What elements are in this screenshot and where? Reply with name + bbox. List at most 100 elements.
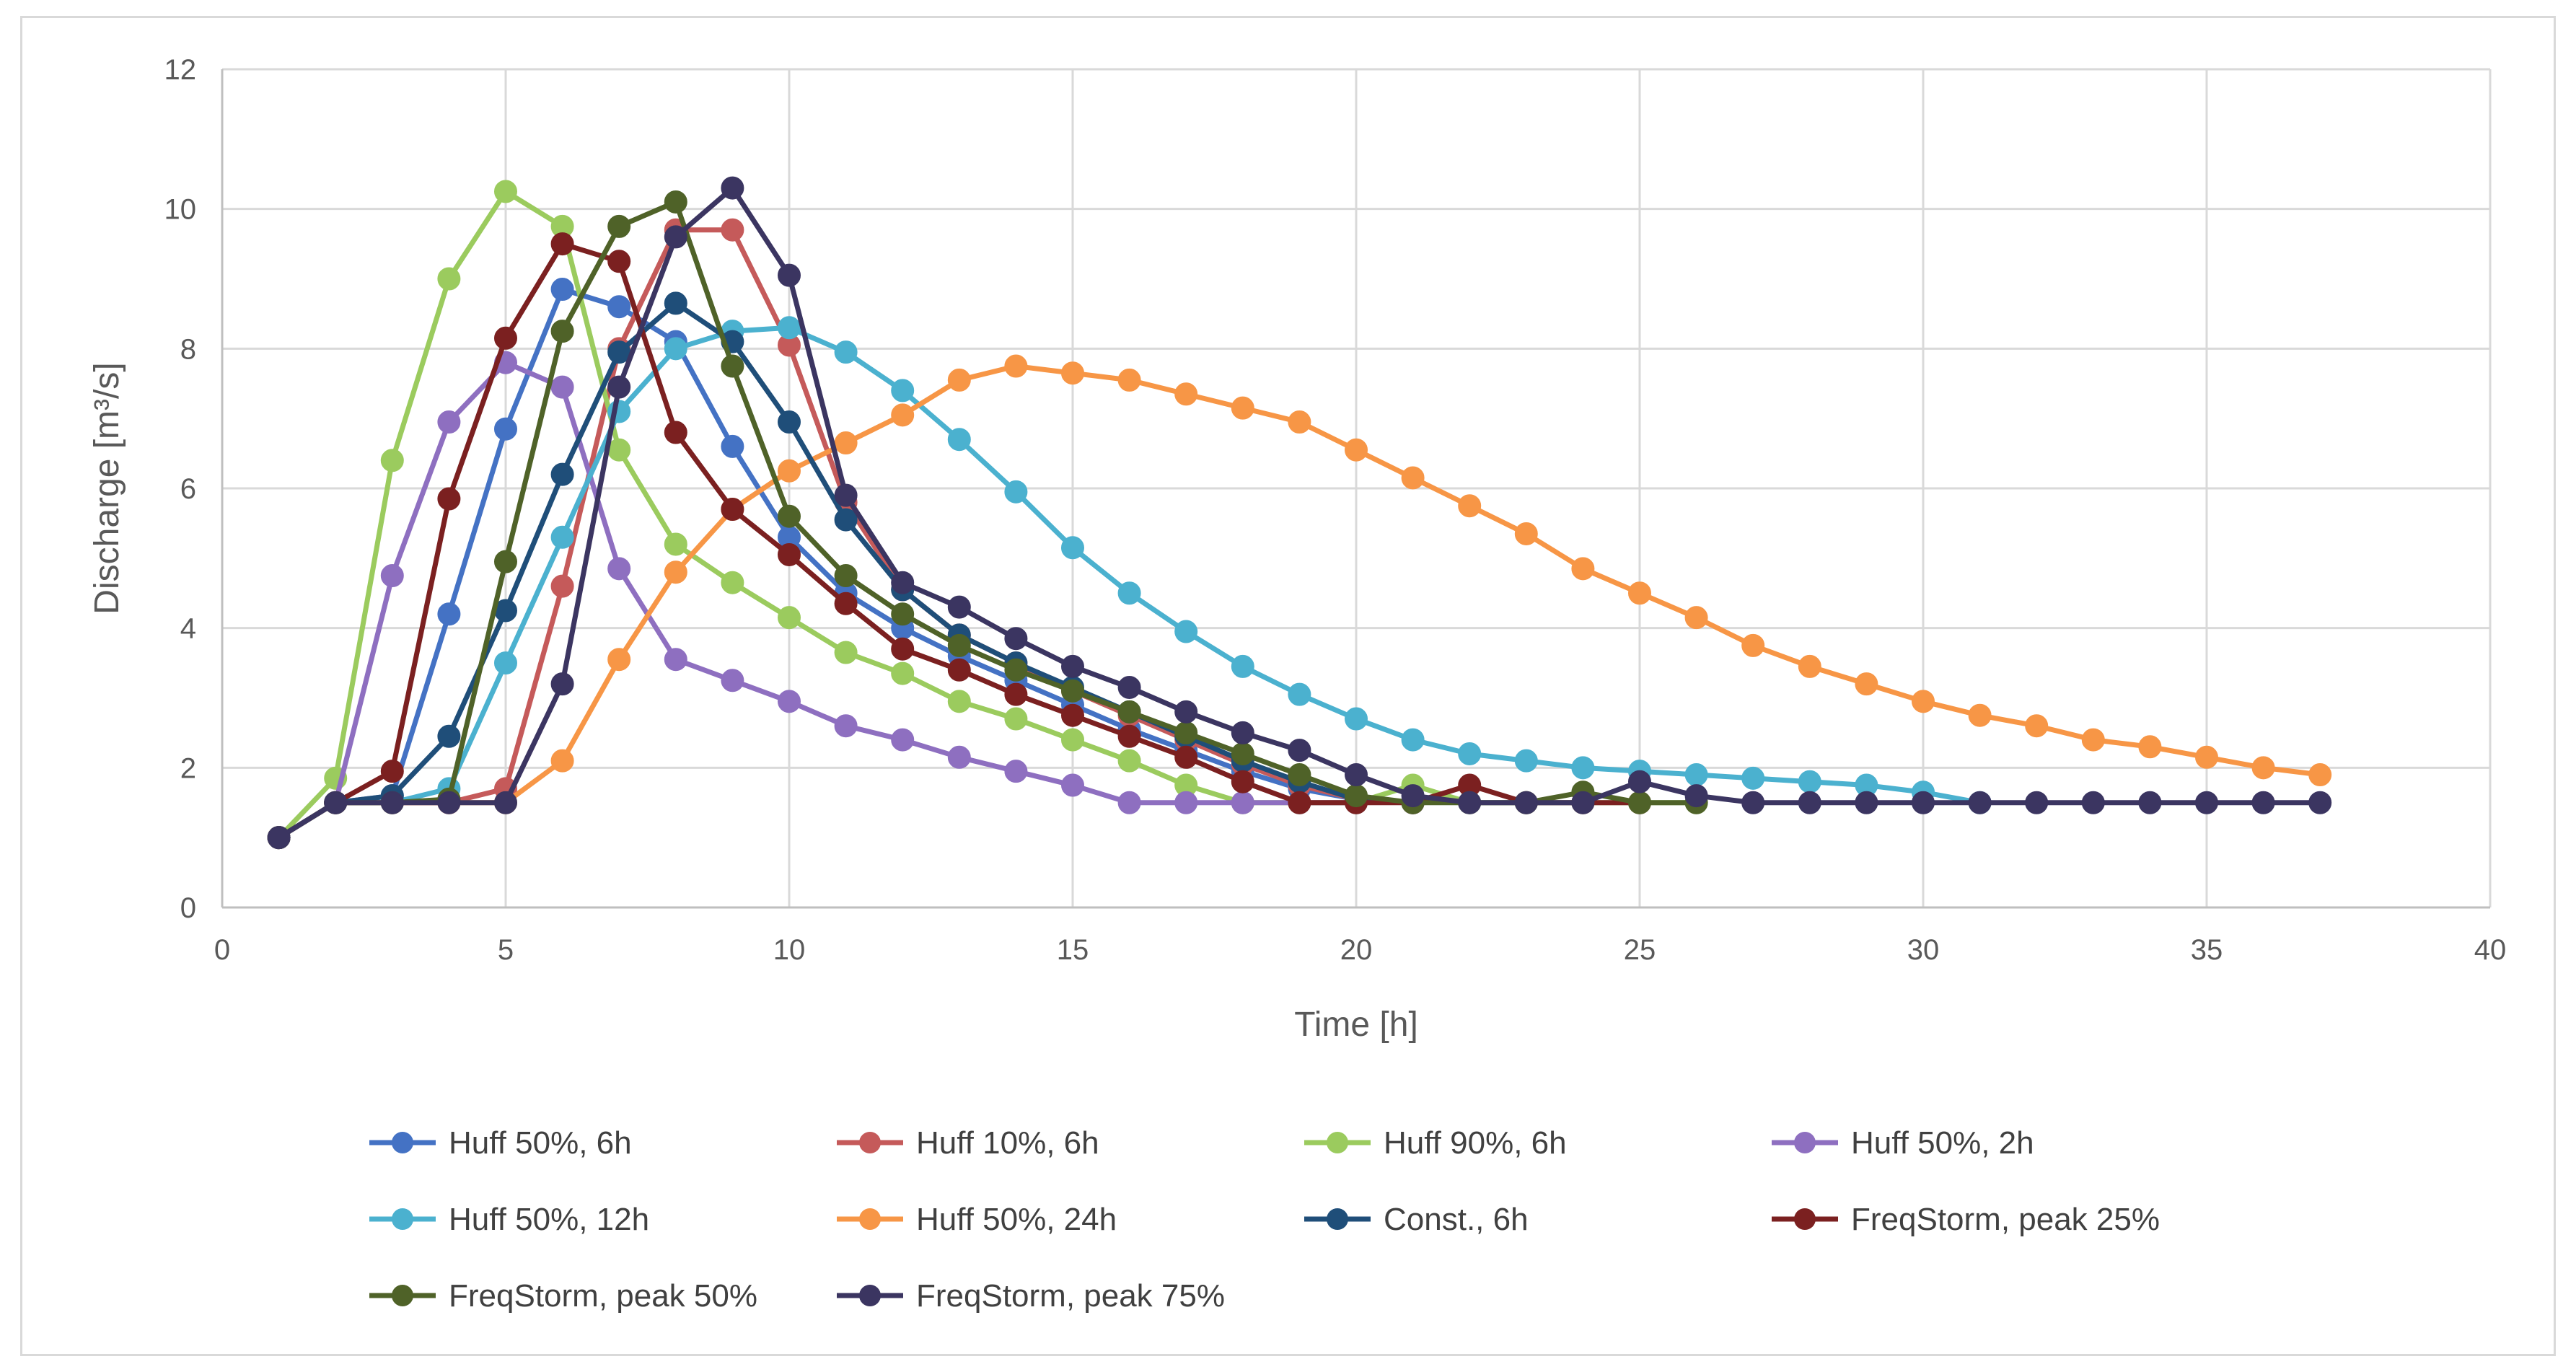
data-point — [1855, 672, 1878, 696]
data-point — [1741, 791, 1765, 814]
data-point — [437, 487, 461, 511]
y-tick-label: 12 — [164, 54, 197, 86]
x-tick-label: 35 — [2191, 934, 2223, 966]
data-point — [1174, 745, 1198, 769]
data-point — [1288, 791, 1311, 814]
data-point — [1571, 756, 1595, 780]
legend-item: FreqStorm, peak 75% — [837, 1278, 1225, 1314]
data-point — [2308, 791, 2332, 814]
data-point — [437, 267, 461, 291]
data-point — [947, 690, 971, 713]
data-point — [1798, 654, 1821, 678]
legend-swatch-marker — [1794, 1132, 1816, 1153]
data-point — [947, 658, 971, 682]
data-point — [1401, 466, 1425, 490]
data-point — [721, 571, 744, 594]
y-axis-title: Discharge [m³/s] — [88, 362, 126, 614]
legend-item: Huff 50%, 12h — [369, 1202, 649, 1237]
data-point — [664, 225, 687, 249]
data-point — [380, 791, 404, 814]
data-point — [380, 449, 404, 472]
data-point — [1288, 739, 1311, 762]
data-point — [1458, 494, 1482, 518]
legend-label: Huff 50%, 12h — [449, 1202, 649, 1237]
data-point — [1061, 703, 1084, 727]
data-point — [1401, 784, 1425, 808]
data-point — [1004, 480, 1028, 503]
data-point — [778, 410, 801, 434]
data-point — [550, 375, 574, 399]
data-point — [380, 564, 404, 588]
data-point — [834, 592, 858, 615]
data-point — [721, 498, 744, 522]
data-point — [778, 606, 801, 630]
data-point — [1741, 766, 1765, 790]
data-point — [947, 633, 971, 657]
legend-swatch-marker — [392, 1285, 413, 1306]
legend-swatch-marker — [1327, 1208, 1348, 1230]
data-point — [1514, 749, 1538, 773]
data-point — [1514, 522, 1538, 545]
x-tick-label: 5 — [498, 934, 514, 966]
legend-swatch-marker — [1327, 1132, 1348, 1153]
data-point — [1117, 368, 1141, 392]
data-point — [1061, 361, 1084, 385]
data-point — [947, 745, 971, 769]
data-point — [1401, 728, 1425, 752]
legend-label: FreqStorm, peak 75% — [916, 1278, 1225, 1314]
legend-label: Huff 10%, 6h — [916, 1125, 1099, 1161]
x-tick-label: 40 — [2474, 934, 2507, 966]
data-point — [834, 483, 858, 507]
data-point — [1004, 354, 1028, 378]
data-point — [778, 504, 801, 528]
data-point — [947, 595, 971, 619]
legend-item: Huff 50%, 6h — [369, 1125, 632, 1161]
data-point — [1571, 791, 1595, 814]
data-point — [1174, 700, 1198, 724]
legend-label: Huff 50%, 6h — [449, 1125, 632, 1161]
data-point — [664, 648, 687, 672]
data-point — [2025, 791, 2049, 814]
data-point — [834, 431, 858, 455]
data-point — [891, 661, 915, 685]
data-point — [891, 602, 915, 626]
data-point — [1458, 791, 1482, 814]
data-point — [778, 263, 801, 287]
data-point — [1968, 703, 1992, 727]
y-tick-label: 4 — [180, 613, 196, 645]
data-point — [437, 410, 461, 434]
x-tick-label: 10 — [773, 934, 806, 966]
data-point — [1345, 763, 1368, 787]
data-point — [437, 791, 461, 814]
data-point — [550, 278, 574, 302]
data-point — [550, 749, 574, 773]
data-point — [1345, 784, 1368, 808]
data-point — [778, 459, 801, 483]
data-point — [834, 564, 858, 588]
data-point — [2251, 791, 2275, 814]
data-point — [1912, 791, 1935, 814]
data-point — [2195, 791, 2218, 814]
legend-label: Huff 50%, 2h — [1851, 1125, 2034, 1161]
data-point — [778, 542, 801, 566]
data-point — [2081, 791, 2105, 814]
data-point — [1798, 791, 1821, 814]
data-point — [550, 574, 574, 598]
data-point — [1288, 763, 1311, 787]
data-point — [1514, 791, 1538, 814]
data-point — [1117, 749, 1141, 773]
data-point — [607, 214, 631, 238]
legend-swatch-marker — [859, 1132, 881, 1153]
data-point — [664, 190, 687, 214]
data-point — [1004, 707, 1028, 731]
legend-swatch-marker — [392, 1208, 413, 1230]
data-point — [1004, 760, 1028, 783]
data-point — [891, 728, 915, 752]
data-point — [1345, 707, 1368, 731]
data-point — [267, 826, 291, 850]
series-9 — [267, 190, 1708, 850]
data-point — [1684, 784, 1708, 808]
legend-swatch-marker — [859, 1285, 881, 1306]
data-point — [664, 421, 687, 444]
data-point — [891, 637, 915, 661]
